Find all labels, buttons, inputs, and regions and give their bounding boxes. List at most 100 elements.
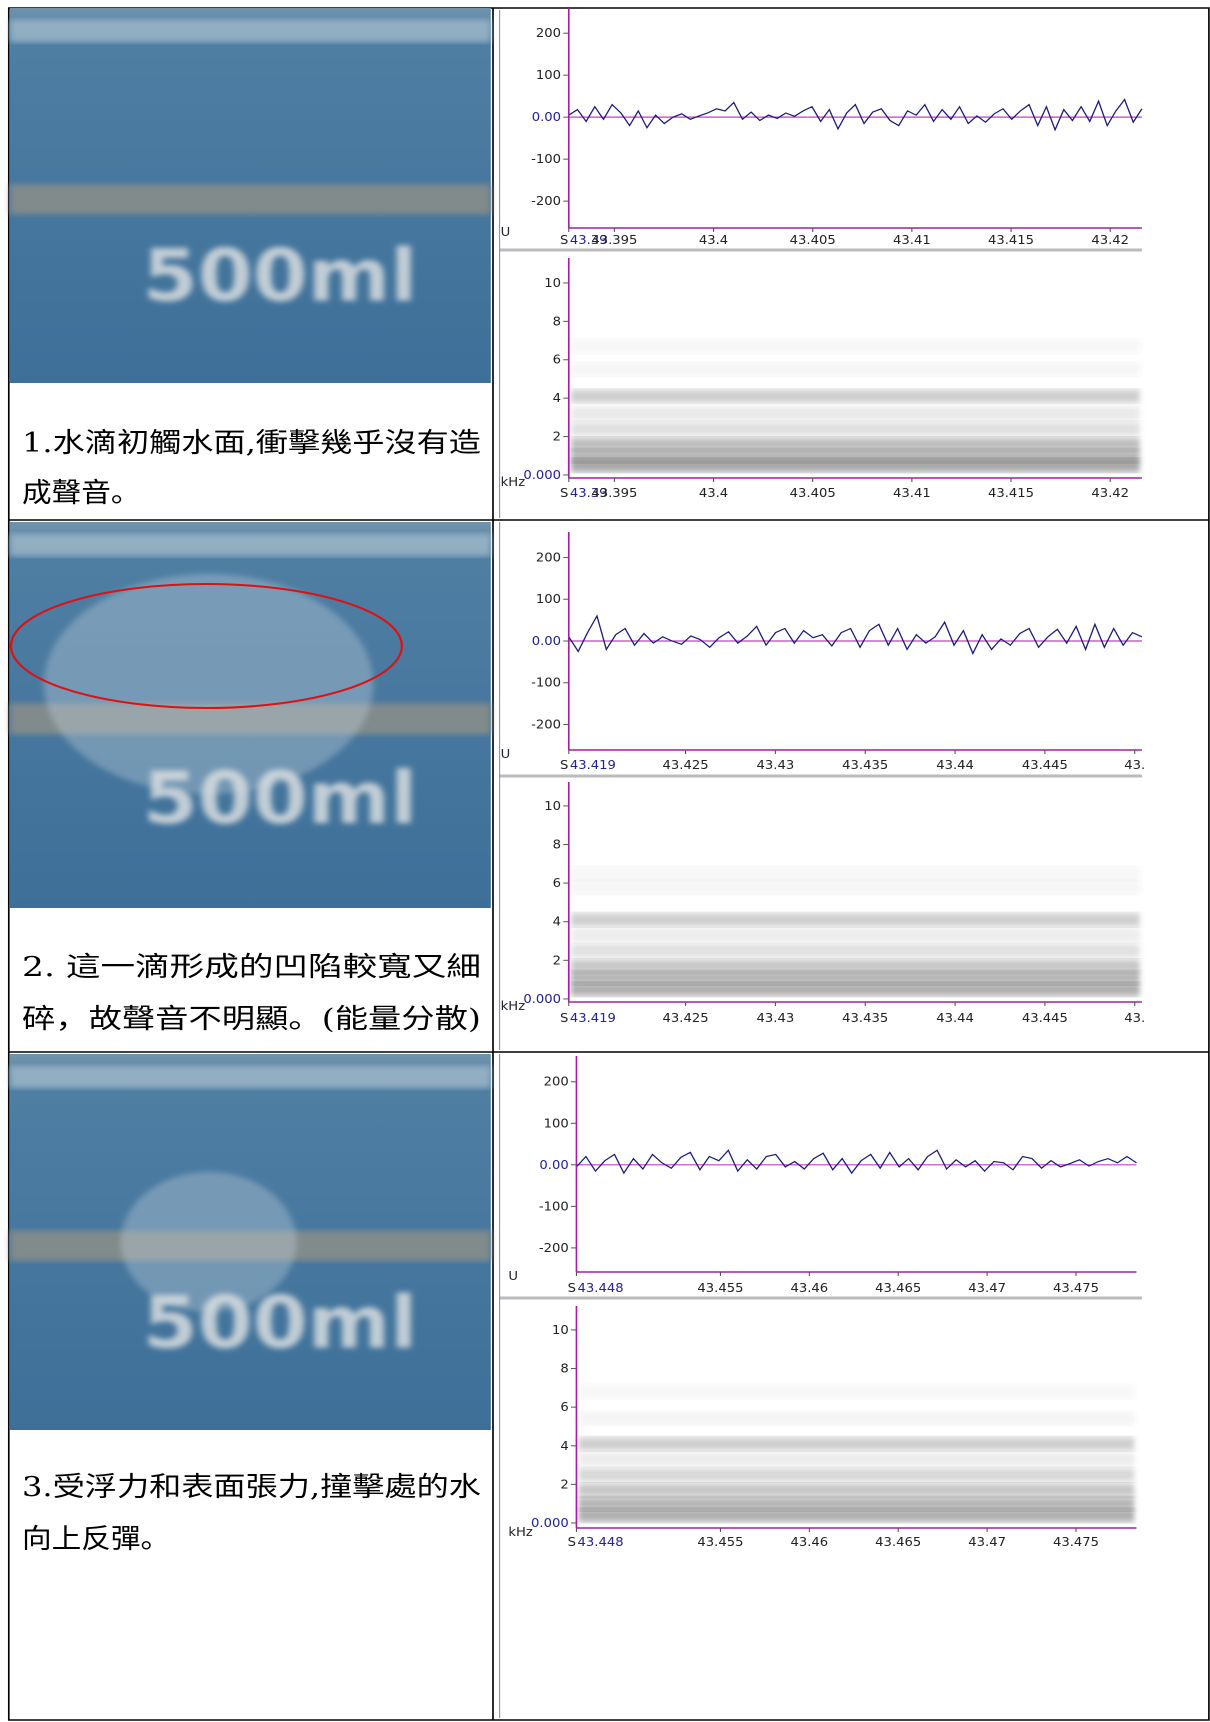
y-tick-label: 100 xyxy=(544,1116,569,1130)
spectral-band xyxy=(571,867,1140,881)
x-tick-label: 43.42 xyxy=(1091,233,1129,247)
y-tick-label: 0.00 xyxy=(532,634,561,648)
x-tick-label: 43.395 xyxy=(591,233,637,247)
y-tick-label: 0.00 xyxy=(532,110,561,124)
y-tick-label: 4 xyxy=(553,914,561,928)
x-tick-label: 43.435 xyxy=(842,1011,888,1025)
x-tick-label: 43.46 xyxy=(790,1281,828,1295)
y-tick-label: 8 xyxy=(553,314,561,328)
y-tick-label: 4 xyxy=(560,1438,568,1452)
x-tick-label: 43.455 xyxy=(697,1535,743,1549)
x-tick-label: 43.415 xyxy=(988,486,1034,500)
x-tick-label: 43.47 xyxy=(968,1535,1006,1549)
y-unit: kHz xyxy=(501,999,526,1013)
spectral-band xyxy=(579,1509,1135,1523)
x-tick-label: 43.419 xyxy=(570,1011,616,1025)
x-tick-label: 43.41 xyxy=(893,233,931,247)
waveform xyxy=(576,1150,1136,1173)
y-tick-label: 200 xyxy=(536,550,561,564)
x-unit: S xyxy=(560,758,568,772)
y-unit: kHz xyxy=(508,1525,533,1539)
y-tick-label: 6 xyxy=(553,352,561,366)
spectral-band xyxy=(571,983,1140,997)
x-unit: S xyxy=(568,1535,576,1549)
photo-label: 500ml xyxy=(143,234,417,318)
x-tick-label: 43.465 xyxy=(875,1535,921,1549)
spectral-band xyxy=(571,390,1140,403)
y-unit: kHz xyxy=(501,475,526,489)
x-tick-label: 43.465 xyxy=(875,1281,921,1295)
x-tick-label: 43.4 xyxy=(699,486,728,500)
y-tick-label: 8 xyxy=(553,837,561,851)
x-tick-label: 43. xyxy=(1124,1011,1145,1025)
y-tick-label: 8 xyxy=(560,1361,568,1375)
spectral-band xyxy=(571,437,1140,450)
page: 500ml 1.水滴初觸水面,衝擊幾乎沒有造成聲音。 200 100 0.00 -100 -… xyxy=(0,0,1210,1722)
caption-line: 碎，故聲音不明顯。(能量分散) xyxy=(22,1003,481,1034)
y-tick-label: 200 xyxy=(544,1074,569,1088)
x-tick-label: 43.435 xyxy=(842,758,888,772)
caption-line: 2. 這一滴形成的凹陷較寬又細 xyxy=(22,951,481,982)
y-tick-label: 0.000 xyxy=(531,1516,569,1530)
spectral-band xyxy=(579,1437,1135,1451)
spectral-band xyxy=(571,363,1140,376)
x-tick-label: 43.415 xyxy=(988,233,1034,247)
spectral-band xyxy=(571,407,1140,420)
spectral-band xyxy=(579,1412,1135,1426)
x-tick-label: 43.475 xyxy=(1053,1535,1099,1549)
spectral-band xyxy=(579,1468,1135,1482)
photo-label: 500ml xyxy=(143,1281,417,1365)
y-tick-label: -100 xyxy=(531,675,561,689)
y-tick-label: 6 xyxy=(553,876,561,890)
spectral-band xyxy=(571,928,1140,942)
x-unit: S xyxy=(560,233,568,247)
spectral-band xyxy=(579,1483,1135,1497)
x-tick-label: 43.4 xyxy=(699,233,728,247)
y-tick-label: -100 xyxy=(539,1199,569,1213)
glass-rim xyxy=(10,1066,491,1088)
y-tick-label: 100 xyxy=(536,68,561,82)
caption-line: 向上反彈。 xyxy=(22,1523,170,1554)
y-tick-label: 0.000 xyxy=(523,468,561,482)
waveform xyxy=(569,616,1142,654)
x-tick-label: 43.475 xyxy=(1053,1281,1099,1295)
y-tick-label: 10 xyxy=(544,799,561,813)
x-tick-label: 43.405 xyxy=(790,486,836,500)
spectral-band xyxy=(571,959,1140,973)
y-tick-label: 6 xyxy=(560,1400,568,1414)
spectral-band xyxy=(571,449,1140,462)
x-tick-label: 43.43 xyxy=(757,758,795,772)
y-tick-label: 4 xyxy=(553,391,561,405)
y-tick-label: 100 xyxy=(536,592,561,606)
y-tick-label: 10 xyxy=(552,1323,569,1337)
y-tick-label: 0.00 xyxy=(539,1157,568,1171)
y-unit: U xyxy=(501,747,511,761)
document: 500ml 1.水滴初觸水面,衝擊幾乎沒有造成聲音。 200 100 0.00 -100 -… xyxy=(0,0,1210,1722)
x-tick-label: 43.448 xyxy=(578,1281,624,1295)
x-tick-label: 43.42 xyxy=(1091,486,1129,500)
x-unit: S xyxy=(568,1281,576,1295)
spectral-band xyxy=(571,913,1140,927)
y-tick-label: -200 xyxy=(531,194,561,208)
x-tick-label: 43.41 xyxy=(893,486,931,500)
spectral-band xyxy=(571,944,1140,958)
y-tick-label: 2 xyxy=(560,1477,568,1491)
glass-rim xyxy=(10,534,491,556)
x-tick-label: 43.46 xyxy=(790,1535,828,1549)
spectral-band xyxy=(571,880,1140,894)
x-tick-label: 43.455 xyxy=(697,1281,743,1295)
y-tick-label: 2 xyxy=(553,953,561,967)
spectral-band xyxy=(571,971,1140,985)
x-tick-label: 43.448 xyxy=(578,1535,624,1549)
x-tick-label: 43.445 xyxy=(1022,758,1068,772)
caption-line: 成聲音。 xyxy=(22,477,141,508)
glass-rim xyxy=(10,20,491,42)
spectral-band xyxy=(579,1497,1135,1511)
caption-line: 3.受浮力和表面張力,撞擊處的水 xyxy=(22,1471,481,1502)
caption-line: 1.水滴初觸水面,衝擊幾乎沒有造 xyxy=(22,427,481,458)
photo-label: 500ml xyxy=(143,756,417,840)
y-tick-label: 200 xyxy=(536,26,561,40)
x-tick-label: 43.405 xyxy=(790,233,836,247)
water-line xyxy=(10,184,491,214)
y-unit: U xyxy=(508,1269,518,1283)
